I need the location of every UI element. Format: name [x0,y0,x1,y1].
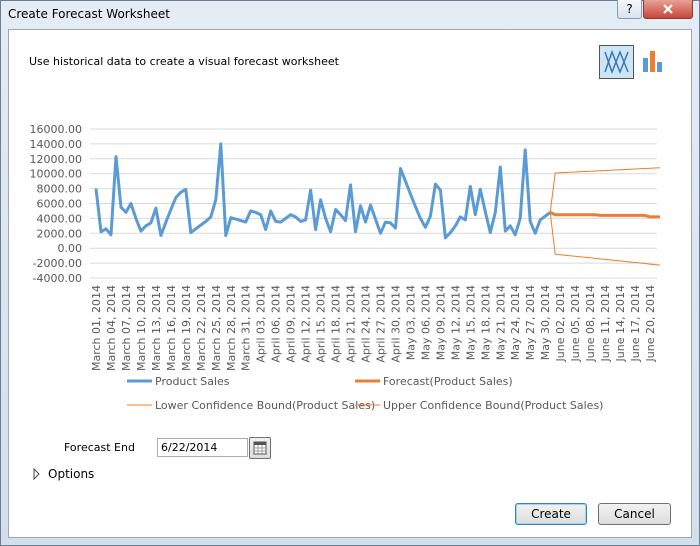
x-tick-label: April 09, 2014 [285,285,298,363]
y-tick-label: 6000.00 [37,198,83,211]
y-tick-label: 10000.00 [30,168,83,181]
x-tick-label: April 15, 2014 [315,285,328,363]
x-tick-label: April 24, 2014 [360,285,373,363]
x-tick-label: March 19, 2014 [180,285,193,371]
cancel-button[interactable]: Cancel [598,503,671,525]
y-tick-label: 0.00 [58,242,83,255]
description: Use historical data to create a visual f… [29,55,339,68]
close-icon [663,4,673,14]
series-line [549,211,660,219]
x-tick-label: April 18, 2014 [330,285,343,363]
line-chart-option[interactable] [599,45,634,79]
x-tick-label: March 22, 2014 [195,285,208,371]
legend-label: Product Sales [155,375,230,388]
y-tick-label: 16000.00 [30,123,83,136]
x-tick-label: May 21, 2014 [494,285,507,360]
x-tick-label: March 13, 2014 [150,285,163,371]
x-tick-label: May 15, 2014 [464,285,477,360]
y-tick-label: 4000.00 [37,212,83,225]
x-tick-label: May 12, 2014 [449,285,462,360]
close-button[interactable] [643,0,693,19]
x-tick-label: May 03, 2014 [404,285,417,360]
legend-label: Forecast(Product Sales) [383,375,513,388]
x-tick-label: April 27, 2014 [374,285,387,363]
x-tick-label: March 31, 2014 [240,285,253,371]
x-tick-label: March 04, 2014 [105,285,118,371]
x-tick-label: June 08, 2014 [584,285,597,362]
x-tick-label: April 12, 2014 [300,285,313,363]
x-tick-label: March 16, 2014 [165,285,178,371]
x-tick-label: April 03, 2014 [255,285,268,363]
x-tick-label: May 18, 2014 [479,285,492,360]
window-title: Create Forecast Worksheet [8,7,170,21]
x-tick-label: April 21, 2014 [345,285,358,363]
column-chart-option[interactable] [643,51,662,72]
options-toggle[interactable]: Options [48,467,95,481]
x-tick-label: June 11, 2014 [599,285,612,362]
calendar-icon [253,441,267,455]
dialog-panel [8,29,692,538]
y-tick-label: 14000.00 [30,138,83,151]
x-tick-label: June 02, 2014 [554,285,567,362]
x-tick-label: May 27, 2014 [524,285,537,360]
x-tick-label: March 25, 2014 [210,285,223,371]
y-tick-label: -4000.00 [33,272,82,285]
x-tick-label: May 30, 2014 [539,285,552,360]
calendar-button[interactable] [249,437,271,459]
help-button[interactable]: ? [617,0,642,19]
y-tick-label: 8000.00 [37,183,83,196]
series-line [549,212,661,266]
x-tick-label: May 06, 2014 [419,285,432,360]
forecast-end-input[interactable]: 6/22/2014 [157,438,248,457]
series-line [549,167,661,213]
options-arrow [33,467,40,481]
x-tick-label: June 17, 2014 [629,285,642,362]
x-tick-label: June 14, 2014 [614,285,627,362]
series-line [94,142,552,240]
x-tick-label: March 01, 2014 [90,285,103,371]
x-tick-label: March 10, 2014 [135,285,148,371]
x-tick-label: March 07, 2014 [120,285,133,371]
x-tick-label: March 28, 2014 [225,285,238,371]
legend-label: Lower Confidence Bound(Product Sales) [155,399,375,412]
x-tick-label: April 06, 2014 [270,285,283,363]
x-tick-label: May 24, 2014 [509,285,522,360]
x-tick-label: May 09, 2014 [434,285,447,360]
legend-label: Upper Confidence Bound(Product Sales) [383,399,603,412]
y-tick-label: -2000.00 [33,257,82,270]
x-tick-label: April 30, 2014 [389,285,402,363]
create-button[interactable]: Create [515,503,587,525]
x-tick-label: June 05, 2014 [569,285,582,362]
y-tick-label: 2000.00 [37,227,83,240]
forecast-end-label: Forecast End [64,441,135,454]
y-tick-label: 12000.00 [30,153,83,166]
x-tick-label: June 20, 2014 [644,285,657,362]
